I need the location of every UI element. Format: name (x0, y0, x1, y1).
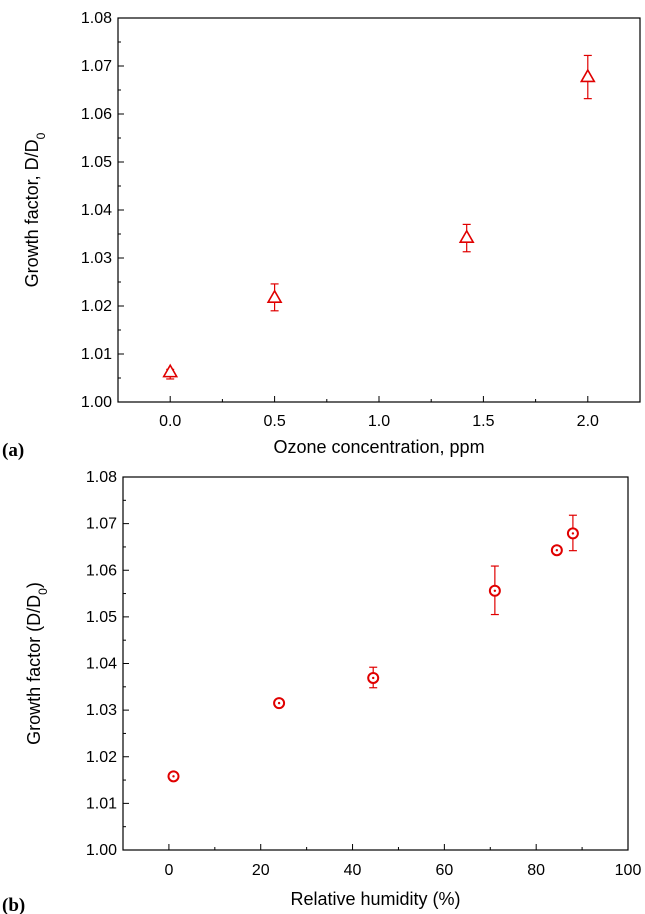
x-axis-title: Ozone concentration, ppm (273, 437, 484, 457)
x-tick-label: 0.5 (263, 413, 285, 430)
y-axis-title-subscript: 0 (36, 588, 50, 595)
x-tick-label: 1.5 (472, 413, 494, 430)
x-tick-label: 2.0 (577, 413, 599, 430)
y-tick-label: 1.02 (86, 749, 117, 766)
y-tick-label: 1.06 (86, 562, 117, 579)
x-axis-title: Relative humidity (%) (290, 889, 460, 909)
data-point-center (555, 549, 559, 552)
y-tick-label: 1.06 (81, 106, 112, 123)
panel-label: (a) (2, 440, 24, 461)
data-point-center (372, 676, 375, 680)
y-axis-title-main: Growth factor (D/D (24, 595, 44, 745)
y-axis-title-main: Growth factor, D/D (22, 139, 42, 287)
y-tick-label: 1.05 (81, 154, 112, 171)
y-tick-label: 1.01 (86, 795, 117, 812)
y-tick-label: 1.03 (86, 702, 117, 719)
y-tick-label: 1.03 (81, 250, 112, 267)
y-tick-label: 1.04 (86, 656, 117, 673)
y-tick-label: 1.04 (81, 202, 112, 219)
y-tick-label: 1.05 (86, 609, 117, 626)
y-tick-label: 1.01 (81, 346, 112, 363)
data-point (458, 229, 475, 244)
y-axis-title: Growth factor, D/D0 (22, 132, 48, 287)
data-point (579, 68, 596, 83)
x-tick-label: 20 (252, 862, 270, 879)
plot-frame (117, 17, 641, 403)
data-point-center (277, 701, 281, 705)
x-tick-label: 0.0 (159, 413, 181, 430)
x-tick-label: 1.0 (368, 413, 390, 430)
y-axis-title-tail: ) (24, 582, 44, 588)
y-tick-label: 1.08 (81, 10, 112, 27)
x-tick-label: 80 (527, 862, 545, 879)
x-tick-label: 60 (435, 862, 453, 879)
plot-frame (122, 476, 629, 851)
y-tick-label: 1.02 (81, 298, 112, 315)
x-tick-label: 40 (344, 862, 362, 879)
x-tick-label: 0 (164, 862, 173, 879)
data-point-center (571, 532, 575, 535)
data-point-center (172, 775, 175, 778)
y-tick-label: 1.07 (81, 58, 112, 75)
y-tick-label: 1.00 (81, 394, 112, 411)
y-axis-title: Growth factor (D/D0) (24, 582, 50, 745)
data-point (162, 363, 179, 378)
chart-panel-b: 1.00 1.01 1.02 1.03 1.04 1.05 1.06 1.07 1.08 0 20 4… (2, 469, 641, 914)
chart-panel-a: 1.001.011.021.031.041.051.061.071.080.0 0… (2, 10, 641, 461)
y-tick-label: 1.00 (86, 842, 117, 859)
data-point-center (493, 589, 497, 592)
panel-label: (b) (2, 895, 25, 914)
y-tick-label: 1.08 (86, 469, 117, 486)
y-axis-title-subscript: 0 (34, 132, 48, 139)
data-point (266, 289, 283, 304)
y-tick-label: 1.07 (86, 516, 117, 533)
x-tick-label: 100 (615, 862, 642, 879)
